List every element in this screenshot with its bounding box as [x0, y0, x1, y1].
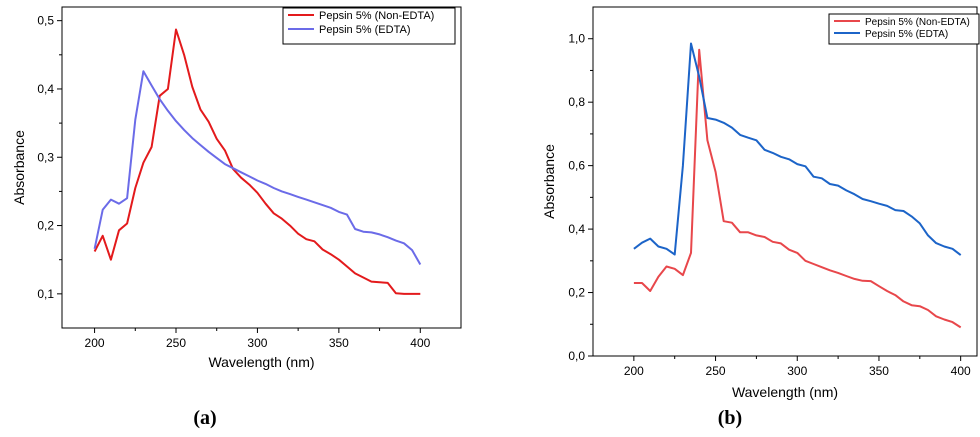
series-line-non-edta: [93, 28, 421, 295]
x-tick-label: 350: [329, 336, 349, 350]
y-axis-label: Absorbance: [541, 144, 557, 219]
x-tick-label: 300: [787, 364, 807, 378]
x-tick-label: 200: [624, 364, 644, 378]
y-tick-label: 0,5: [37, 14, 54, 28]
panel-label-b: (b): [718, 407, 742, 429]
x-tick-label: 200: [85, 336, 105, 350]
legend-box: [828, 13, 980, 45]
legend-entry: Pepsin 5% (EDTA): [319, 24, 411, 36]
y-axis-label: Absorbance: [11, 130, 27, 205]
x-tick-label: 250: [706, 364, 726, 378]
plot-frame: [592, 6, 978, 357]
legend-entry: Pepsin 5% (EDTA): [865, 29, 948, 40]
y-tick-label: 0,4: [37, 82, 54, 96]
x-tick-label: 400: [410, 336, 430, 350]
y-tick-label: 0,1: [37, 287, 54, 301]
chart-panel-b: 200 250 300 350 400 0,0 0,2 0,4 0,6 0,8 1,0 Wavelen…: [541, 6, 980, 400]
y-tick-label: 0,2: [37, 219, 54, 233]
y-tick-label: 0,3: [37, 150, 54, 164]
panel-label-a: (a): [193, 407, 216, 429]
x-tick-label: 350: [869, 364, 889, 378]
y-tick-label: 0,2: [568, 286, 585, 300]
legend-entry: Pepsin 5% (Non-EDTA): [865, 17, 970, 28]
y-tick-label: 0,8: [568, 95, 585, 109]
legend-entry: Pepsin 5% (Non-EDTA): [319, 10, 434, 22]
x-axis-label: Wavelength (nm): [732, 384, 838, 400]
x-tick-label: 300: [247, 336, 267, 350]
series-line-edta: [93, 70, 422, 265]
plot-frame: [61, 6, 462, 329]
y-tick-label: 0,4: [568, 222, 585, 236]
x-tick-label: 250: [166, 336, 186, 350]
series-line-non-edta: [633, 48, 962, 329]
x-tick-label: 400: [951, 364, 971, 378]
x-axis-label: Wavelength (nm): [208, 354, 314, 370]
y-tick-label: 1,0: [568, 32, 585, 46]
y-tick-label: 0,0: [568, 349, 585, 363]
series-line-edta: [633, 42, 962, 256]
chart-panel-a: 200 250 300 350 400 0,1 0,2 0,3 0,4 0,5 Wavelength…: [11, 6, 462, 370]
y-tick-label: 0,6: [568, 159, 585, 173]
